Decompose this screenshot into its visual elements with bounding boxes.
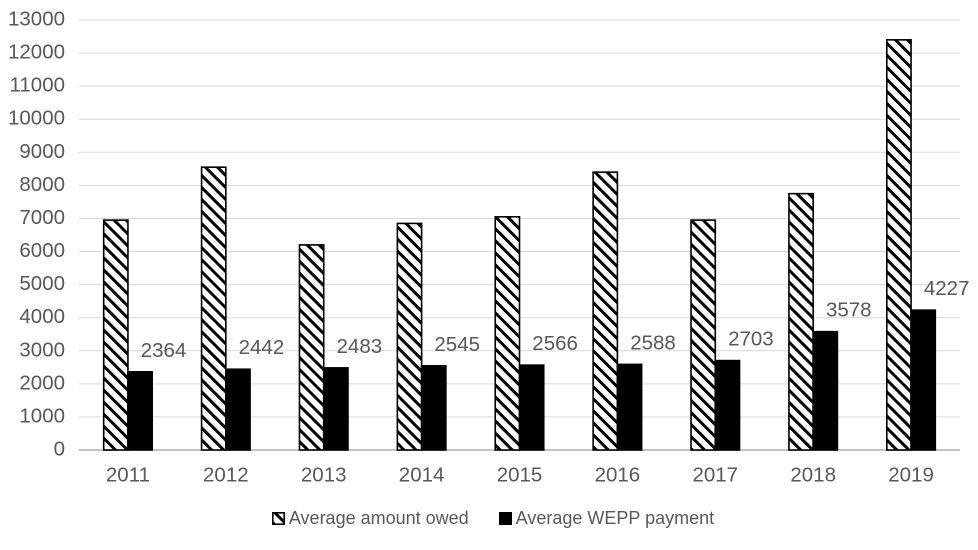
svg-text:3000: 3000 — [19, 338, 65, 361]
svg-text:2483: 2483 — [337, 335, 383, 358]
svg-text:5000: 5000 — [19, 272, 65, 295]
svg-text:2012: 2012 — [203, 464, 249, 487]
svg-text:4000: 4000 — [19, 305, 65, 328]
svg-text:2703: 2703 — [728, 328, 774, 351]
svg-text:12000: 12000 — [8, 41, 65, 64]
svg-text:11000: 11000 — [10, 74, 65, 97]
svg-text:4227: 4227 — [924, 277, 970, 300]
svg-text:8000: 8000 — [19, 173, 65, 196]
svg-text:2013: 2013 — [301, 464, 347, 487]
svg-text:2016: 2016 — [595, 464, 641, 487]
svg-text:2018: 2018 — [790, 464, 836, 487]
svg-text:2588: 2588 — [630, 331, 676, 354]
svg-text:2011: 2011 — [106, 464, 150, 487]
svg-text:2442: 2442 — [239, 336, 285, 359]
svg-text:2017: 2017 — [692, 464, 738, 487]
svg-text:2015: 2015 — [497, 464, 543, 487]
svg-text:2364: 2364 — [141, 339, 187, 362]
svg-text:10000: 10000 — [8, 107, 65, 130]
svg-text:1000: 1000 — [19, 404, 65, 427]
svg-text:3578: 3578 — [826, 299, 872, 322]
svg-text:2545: 2545 — [434, 333, 480, 356]
svg-text:2566: 2566 — [532, 332, 578, 355]
svg-text:2000: 2000 — [19, 371, 65, 394]
svg-text:13000: 13000 — [8, 8, 65, 31]
svg-text:2014: 2014 — [399, 464, 445, 487]
svg-text:7000: 7000 — [19, 206, 65, 229]
svg-text:6000: 6000 — [19, 239, 65, 262]
svg-text:0: 0 — [54, 438, 65, 461]
svg-text:2019: 2019 — [888, 464, 934, 487]
svg-text:9000: 9000 — [19, 140, 65, 163]
